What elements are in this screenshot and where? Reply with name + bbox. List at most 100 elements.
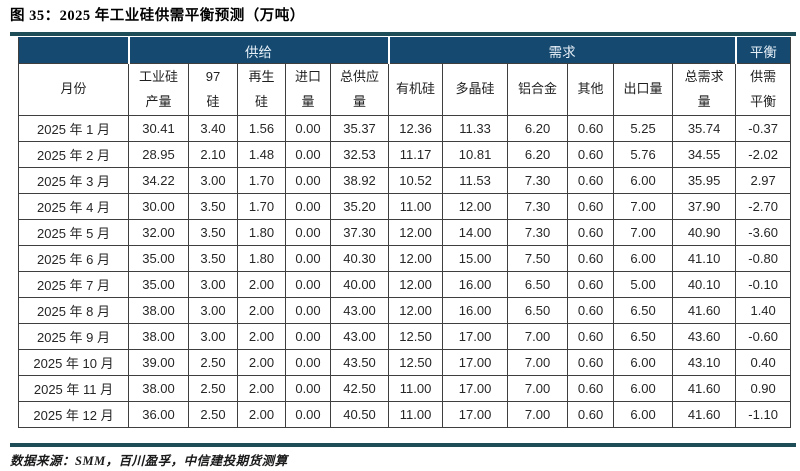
value-cell: 12.00 xyxy=(388,219,444,246)
value-cell: 17.00 xyxy=(442,401,509,428)
value-cell: 11.17 xyxy=(388,141,444,168)
value-cell: -0.10 xyxy=(735,271,792,298)
table-row: 2025 年 6 月 35.00 3.50 1.80 0.00 40.30 12.00 15.… xyxy=(18,245,792,272)
value-cell: 43.00 xyxy=(329,297,390,324)
value-cell: 38.00 xyxy=(128,323,189,350)
value-cell: 12.36 xyxy=(388,115,444,142)
column-header-supply-demand-balance: 供需 平衡 xyxy=(735,63,792,116)
column-header-row: 月份 工业硅 产量 97 硅 再生 硅 进口 量 总供应 量 有机硅 多晶硅 铝… xyxy=(18,63,792,116)
column-header-polysilicon: 多晶硅 xyxy=(442,63,509,116)
value-cell: 0.60 xyxy=(567,167,615,194)
table-body: 2025 年 1 月 30.41 3.40 1.56 0.00 35.37 12.36 11.… xyxy=(18,115,792,428)
value-cell: 1.70 xyxy=(237,167,286,194)
value-cell: 38.92 xyxy=(329,167,390,194)
value-cell: 0.00 xyxy=(285,349,331,376)
value-cell: 15.00 xyxy=(442,245,509,272)
value-cell: 35.00 xyxy=(128,245,189,272)
value-cell: 43.50 xyxy=(329,349,390,376)
table-row: 2025 年 4 月 30.00 3.50 1.70 0.00 35.20 11.00 12.… xyxy=(18,193,792,220)
value-cell: 34.55 xyxy=(672,141,737,168)
value-cell: -0.60 xyxy=(735,323,792,350)
value-cell: 43.60 xyxy=(672,323,737,350)
column-header-export-volume: 出口量 xyxy=(613,63,674,116)
value-cell: 0.60 xyxy=(567,375,615,402)
table-row: 2025 年 2 月 28.95 2.10 1.48 0.00 32.53 11.17 10.… xyxy=(18,141,792,168)
table-row: 2025 年 3 月 34.22 3.00 1.70 0.00 38.92 10.52 11.… xyxy=(18,167,792,194)
value-cell: 6.20 xyxy=(507,141,569,168)
month-cell: 2025 年 10 月 xyxy=(18,349,129,376)
value-cell: 42.50 xyxy=(329,375,390,402)
value-cell: 30.41 xyxy=(128,115,189,142)
column-header-aluminum-alloy: 铝合金 xyxy=(507,63,569,116)
value-cell: 39.00 xyxy=(128,349,189,376)
value-cell: -0.37 xyxy=(735,115,792,142)
value-cell: 12.00 xyxy=(388,271,444,298)
value-cell: -2.70 xyxy=(735,193,792,220)
value-cell: 11.33 xyxy=(442,115,509,142)
month-cell: 2025 年 11 月 xyxy=(18,375,129,402)
value-cell: 0.60 xyxy=(567,401,615,428)
value-cell: 0.00 xyxy=(285,271,331,298)
value-cell: 43.10 xyxy=(672,349,737,376)
value-cell: 7.00 xyxy=(507,375,569,402)
value-cell: 41.10 xyxy=(672,245,737,272)
group-header-row: 供给 需求 平衡 xyxy=(18,37,792,64)
value-cell: 38.00 xyxy=(128,297,189,324)
value-cell: 12.00 xyxy=(388,245,444,272)
month-cell: 2025 年 9 月 xyxy=(18,323,129,350)
value-cell: -0.80 xyxy=(735,245,792,272)
value-cell: -3.60 xyxy=(735,219,792,246)
value-cell: 6.00 xyxy=(613,167,674,194)
value-cell: 0.60 xyxy=(567,323,615,350)
value-cell: 2.00 xyxy=(237,401,286,428)
value-cell: 1.48 xyxy=(237,141,286,168)
value-cell: 11.00 xyxy=(388,193,444,220)
value-cell: 28.95 xyxy=(128,141,189,168)
value-cell: 37.30 xyxy=(329,219,390,246)
value-cell: -1.10 xyxy=(735,401,792,428)
value-cell: 3.00 xyxy=(188,167,238,194)
value-cell: 12.50 xyxy=(388,349,444,376)
value-cell: 14.00 xyxy=(442,219,509,246)
figure-title: 图 35：2025 年工业硅供需平衡预测（万吨） xyxy=(10,8,305,24)
value-cell: 5.76 xyxy=(613,141,674,168)
value-cell: 3.50 xyxy=(188,219,238,246)
value-cell: 0.90 xyxy=(735,375,792,402)
value-cell: 12.00 xyxy=(388,297,444,324)
value-cell: 37.90 xyxy=(672,193,737,220)
value-cell: 11.00 xyxy=(388,375,444,402)
value-cell: 2.50 xyxy=(188,375,238,402)
month-cell: 2025 年 7 月 xyxy=(18,271,129,298)
value-cell: 6.00 xyxy=(613,375,674,402)
table-row: 2025 年 1 月 30.41 3.40 1.56 0.00 35.37 12.36 11.… xyxy=(18,115,792,142)
column-header-industrial-silicon-output: 工业硅 产量 xyxy=(128,63,189,116)
value-cell: 0.60 xyxy=(567,349,615,376)
value-cell: 6.00 xyxy=(613,245,674,272)
value-cell: 0.60 xyxy=(567,193,615,220)
value-cell: 17.00 xyxy=(442,349,509,376)
value-cell: 3.00 xyxy=(188,271,238,298)
value-cell: 6.00 xyxy=(613,349,674,376)
value-cell: 0.00 xyxy=(285,193,331,220)
value-cell: 10.81 xyxy=(442,141,509,168)
value-cell: 35.20 xyxy=(329,193,390,220)
column-header-total-demand: 总需求 量 xyxy=(672,63,737,116)
value-cell: 35.37 xyxy=(329,115,390,142)
month-cell: 2025 年 8 月 xyxy=(18,297,129,324)
value-cell: 2.50 xyxy=(188,401,238,428)
bottom-rule-divider xyxy=(10,443,796,447)
column-header-import-volume: 进口 量 xyxy=(285,63,331,116)
value-cell: 17.00 xyxy=(442,375,509,402)
column-header-month: 月份 xyxy=(18,63,129,116)
table-row: 2025 年 5 月 32.00 3.50 1.80 0.00 37.30 12.00 14.… xyxy=(18,219,792,246)
value-cell: 10.52 xyxy=(388,167,444,194)
value-cell: 0.00 xyxy=(285,141,331,168)
value-cell: 12.00 xyxy=(442,193,509,220)
table-row: 2025 年 7 月 35.00 3.00 2.00 0.00 40.00 12.00 16.… xyxy=(18,271,792,298)
value-cell: 32.53 xyxy=(329,141,390,168)
value-cell: 3.40 xyxy=(188,115,238,142)
value-cell: 35.74 xyxy=(672,115,737,142)
supply-demand-balance-table: 供给 需求 平衡 月份 工业硅 产量 97 硅 再生 硅 进口 量 总供应 量 … xyxy=(18,37,792,428)
value-cell: 2.00 xyxy=(237,375,286,402)
